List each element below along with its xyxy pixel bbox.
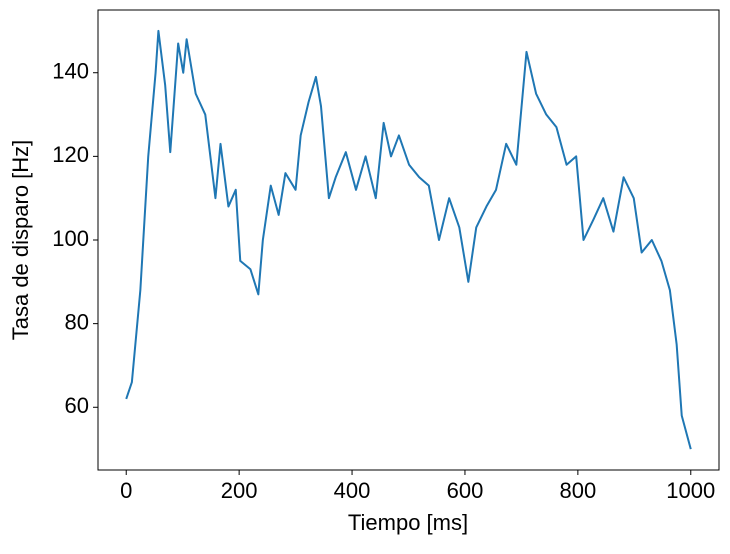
plot-frame [97, 9, 720, 471]
x-axis-label: Tiempo [ms] [348, 510, 468, 535]
y-tick-label: 60 [65, 393, 89, 418]
x-tick-label: 200 [221, 478, 258, 503]
y-axis-label: Tasa de disparo [Hz] [8, 140, 33, 341]
data-line [125, 29, 692, 450]
y-tick-label: 80 [65, 309, 89, 334]
x-tick-label: 600 [447, 478, 484, 503]
y-tick-label: 100 [52, 226, 89, 251]
y-tick-label: 140 [52, 59, 89, 84]
x-tick-label: 1000 [666, 478, 715, 503]
x-tick-label: 0 [120, 478, 132, 503]
x-tick-label: 800 [560, 478, 597, 503]
x-tick-label: 400 [334, 478, 371, 503]
y-tick-label: 120 [52, 142, 89, 167]
